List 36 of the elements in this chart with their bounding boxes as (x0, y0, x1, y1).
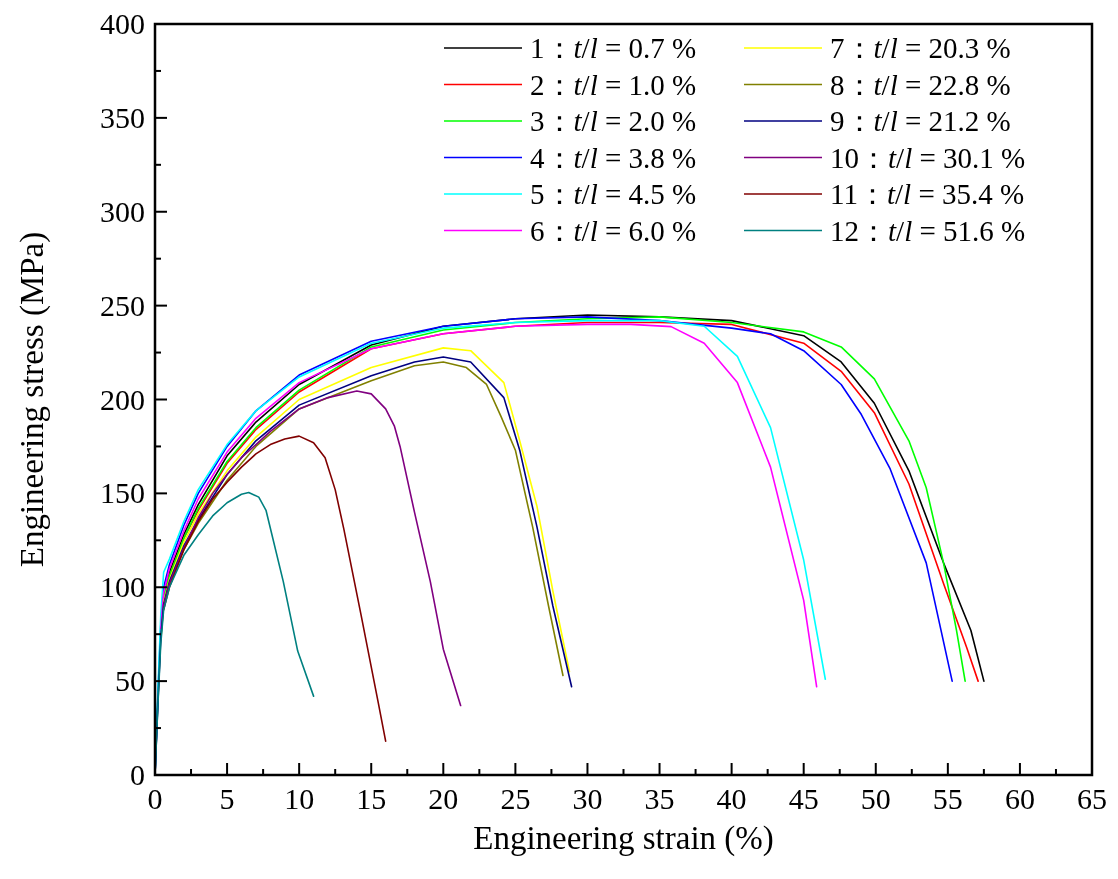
x-tick-label: 35 (644, 782, 675, 815)
legend-label: 4：t/l = 3.8 % (530, 141, 697, 174)
y-tick-label: 100 (100, 570, 145, 604)
legend-label: 7：t/l = 20.3 % (830, 32, 1011, 64)
x-tick-label: 25 (500, 782, 531, 815)
x-tick-label: 10 (284, 782, 315, 815)
legend-label: 5：t/l = 4.5 % (530, 178, 697, 210)
y-tick-label: 150 (100, 476, 145, 510)
y-tick-label: 200 (100, 382, 145, 416)
x-tick-label: 20 (428, 782, 459, 815)
y-tick-label: 50 (115, 664, 145, 698)
legend-label: 8：t/l = 22.8 % (830, 68, 1011, 101)
x-tick-label: 50 (860, 782, 891, 815)
y-tick-label: 400 (100, 7, 145, 40)
x-tick-label: 40 (716, 782, 747, 815)
legend-label: 10：t/l = 30.1 % (830, 141, 1026, 174)
legend-label: 9：t/l = 21.2 % (830, 105, 1011, 137)
x-tick-label: 5 (219, 782, 235, 815)
x-tick-label: 55 (932, 782, 963, 815)
x-axis-title: Engineering strain (%) (473, 820, 774, 857)
legend-label: 1：t/l = 0.7 % (530, 32, 697, 64)
y-tick-label: 0 (130, 758, 145, 791)
legend-label: 3：t/l = 2.0 % (530, 105, 697, 137)
y-axis-title: Engineering stress (MPa) (14, 231, 51, 568)
y-tick-label: 350 (100, 100, 145, 134)
legend-label: 11：t/l = 35.4 % (830, 178, 1025, 210)
legend-label: 12：t/l = 51.6 % (830, 214, 1026, 247)
legend-label: 6：t/l = 6.0 % (530, 214, 697, 247)
y-tick-label: 300 (100, 194, 145, 228)
x-tick-label: 45 (788, 782, 819, 815)
x-tick-label: 65 (1077, 782, 1107, 815)
legend-label: 2：t/l = 1.0 % (530, 68, 697, 101)
x-tick-label: 60 (1004, 782, 1035, 815)
x-tick-label: 30 (572, 782, 603, 815)
x-tick-label: 15 (356, 782, 387, 815)
y-tick-label: 250 (100, 288, 145, 322)
